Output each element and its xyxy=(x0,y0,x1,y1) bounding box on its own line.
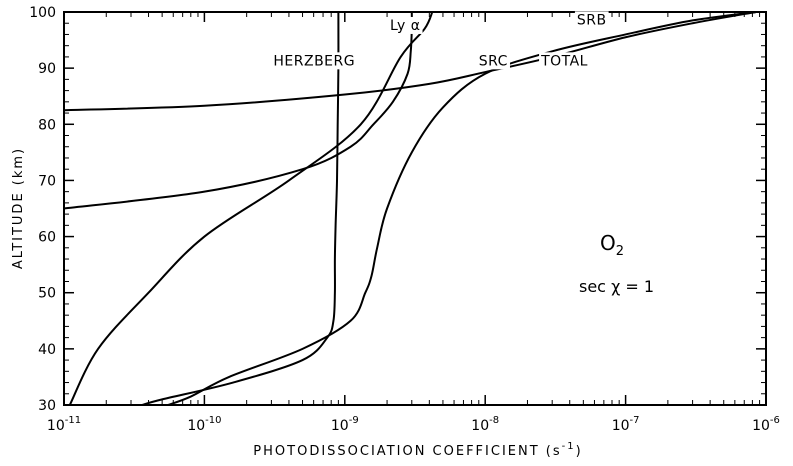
x-axis-title-unit-exp: -1 xyxy=(562,441,576,452)
x-tick-base: 10 xyxy=(612,418,630,434)
curve-label-bg xyxy=(574,11,609,29)
x-tick-base: 10 xyxy=(331,418,349,434)
y-tick-label: 40 xyxy=(38,342,56,358)
plot-frame xyxy=(63,11,767,406)
x-tick-label: 10-10 xyxy=(187,415,221,434)
axis-ticks xyxy=(63,11,767,406)
x-axis-title-main: PHOTODISSOCIATION COEFFICIENT (s xyxy=(253,444,561,459)
x-tick-base: 10 xyxy=(187,418,205,434)
x-tick-label: 10-11 xyxy=(47,415,81,434)
curve-label-bg xyxy=(271,52,358,70)
x-tick-exp: -6 xyxy=(770,415,780,426)
curve-label-bg xyxy=(388,16,423,34)
x-tick-exp: -8 xyxy=(489,415,499,426)
curve-label: HERZBERG xyxy=(273,53,355,69)
curve-label: SRB xyxy=(577,12,607,28)
molecule-label: O2 xyxy=(600,231,624,259)
curve-label: TOTAL xyxy=(540,53,588,69)
y-tick-label: 80 xyxy=(38,117,56,133)
y-tick-label: 90 xyxy=(38,61,56,77)
series-line-ly xyxy=(63,11,413,210)
curve-label: SRC xyxy=(479,53,508,69)
molecule-subscript: 2 xyxy=(616,244,624,259)
y-tick-label: 70 xyxy=(38,173,56,189)
x-tick-exp: -9 xyxy=(349,415,359,426)
x-tick-exp: -11 xyxy=(65,415,81,426)
x-tick-labels: 10-11 10-10 10-9 10-8 10-7 10-6 xyxy=(47,415,780,434)
x-axis-title: PHOTODISSOCIATION COEFFICIENT (s-1) xyxy=(253,441,582,459)
x-tick-base: 10 xyxy=(47,418,65,434)
x-tick-label: 10-8 xyxy=(471,415,499,434)
curve-label: Ly α xyxy=(390,18,420,34)
x-tick-base: 10 xyxy=(752,418,770,434)
y-tick-label: 100 xyxy=(29,5,56,21)
x-tick-base: 10 xyxy=(471,418,489,434)
series-line-total xyxy=(167,11,757,406)
y-tick-label: 60 xyxy=(38,230,56,246)
series-line-herzberg xyxy=(141,11,340,406)
sec-chi-label: sec χ = 1 xyxy=(579,277,654,296)
curve-label-bg xyxy=(476,52,510,70)
x-tick-exp: -10 xyxy=(205,415,221,426)
y-axis-title: ALTITUDE (km) xyxy=(11,147,26,269)
molecule-symbol: O xyxy=(600,231,616,255)
series-lines xyxy=(63,11,757,406)
curve-label-bg xyxy=(539,52,590,70)
x-tick-label: 10-6 xyxy=(752,415,780,434)
y-tick-labels: 30 40 50 60 70 80 90 100 xyxy=(29,5,56,414)
y-tick-label: 30 xyxy=(38,398,56,414)
curve-labels: HERZBERG Ly α SRC SRB TOTAL xyxy=(271,11,609,70)
x-tick-label: 10-9 xyxy=(331,415,359,434)
y-tick-label: 50 xyxy=(38,286,56,302)
series-line-srb xyxy=(68,11,434,406)
series-line-src xyxy=(63,11,757,112)
x-tick-exp: -7 xyxy=(630,415,640,426)
x-tick-label: 10-7 xyxy=(612,415,640,434)
x-axis-title-tail: ) xyxy=(576,444,583,459)
